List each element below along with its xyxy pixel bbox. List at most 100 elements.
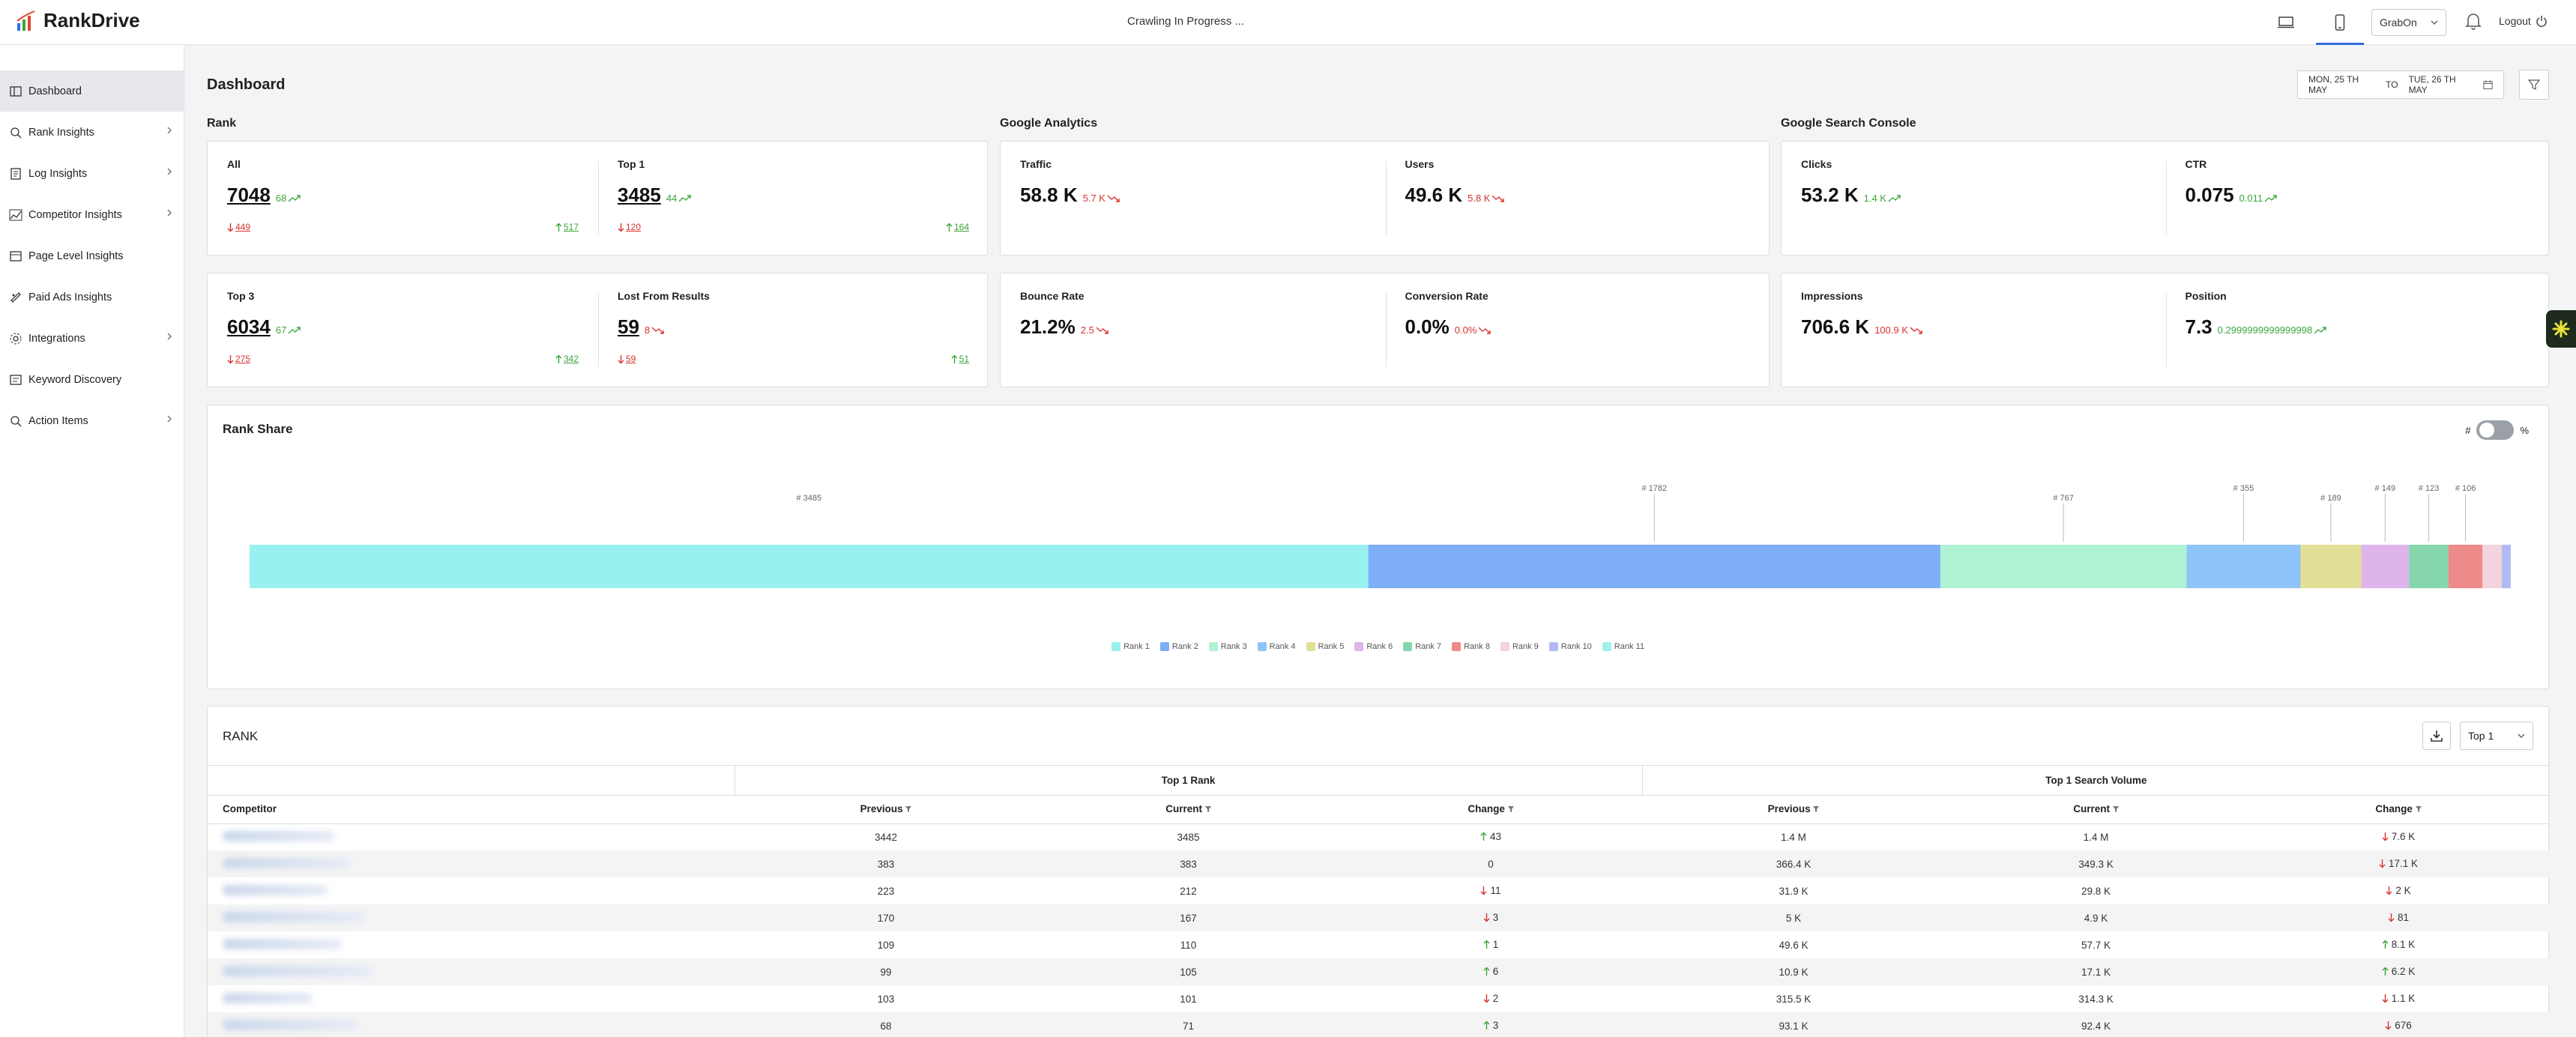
metric-up-count[interactable]: 342 bbox=[555, 354, 579, 364]
sidebar-item-action-items[interactable]: Action Items bbox=[0, 400, 184, 441]
table-row[interactable]: 109 110 1 49.6 K 57.7 K 8.1 K bbox=[208, 931, 2550, 958]
filter-button[interactable] bbox=[2519, 70, 2549, 100]
legend-item-rank-9[interactable]: Rank 9 bbox=[1500, 642, 1539, 651]
blurred-competitor-name bbox=[223, 911, 365, 922]
sidebar-item-keyword-discovery[interactable]: Keyword Discovery bbox=[0, 359, 184, 400]
previous-volume-cell: 366.4 K bbox=[1642, 850, 1945, 877]
date-range-picker[interactable]: MON, 25 TH MAY TO TUE, 26 TH MAY bbox=[2297, 70, 2504, 99]
legend-item-rank-6[interactable]: Rank 6 bbox=[1354, 642, 1393, 651]
account-select[interactable]: GrabOn bbox=[2371, 9, 2446, 36]
metric-ctr: CTR 0.075 0.011 bbox=[2166, 142, 2551, 255]
card-divider bbox=[2165, 293, 2167, 367]
rank-share-bar-5[interactable] bbox=[2300, 545, 2362, 588]
previous-volume-cell: 93.1 K bbox=[1642, 1012, 1945, 1037]
sidebar-item-dashboard[interactable]: Dashboard bbox=[0, 70, 184, 112]
rank-share-bar-6[interactable] bbox=[2361, 545, 2410, 588]
logo[interactable]: RankDrive bbox=[15, 9, 140, 32]
legend-item-rank-4[interactable]: Rank 4 bbox=[1257, 642, 1296, 651]
table-row[interactable]: 170 167 3 5 K 4.9 K 81 bbox=[208, 904, 2550, 931]
action-items-icon bbox=[10, 415, 22, 426]
rank-filter-select[interactable]: Top 1 bbox=[2460, 722, 2533, 750]
metric-value[interactable]: 6034 bbox=[227, 315, 271, 338]
rank-share-bar-1[interactable] bbox=[250, 545, 1369, 588]
column-header-3[interactable]: Change bbox=[1339, 795, 1642, 824]
filter-icon[interactable] bbox=[2415, 806, 2422, 813]
table-row[interactable]: 3442 3485 43 1.4 M 1.4 M 7.6 K bbox=[208, 823, 2550, 850]
rank-share-bar-4[interactable] bbox=[2186, 545, 2301, 588]
metric-up-count[interactable]: 164 bbox=[946, 222, 969, 232]
column-header-0[interactable]: Competitor bbox=[208, 795, 735, 824]
rank-share-bar-2[interactable] bbox=[1368, 545, 1940, 588]
filter-icon[interactable] bbox=[1507, 806, 1514, 813]
filter-icon[interactable] bbox=[2112, 806, 2119, 813]
count-percent-toggle[interactable]: # % bbox=[2465, 420, 2529, 440]
top-bar: RankDrive Crawling In Progress ... GrabO… bbox=[0, 0, 2576, 45]
arrow-up-icon bbox=[946, 223, 953, 232]
sidebar-item-competitor-insights[interactable]: Competitor Insights bbox=[0, 194, 184, 235]
filter-icon[interactable] bbox=[1204, 806, 1211, 813]
asterisk-icon bbox=[2552, 320, 2570, 338]
date-to-label: TO bbox=[2386, 79, 2398, 90]
sidebar-item-rank-insights[interactable]: Rank Insights bbox=[0, 112, 184, 153]
toggle-switch[interactable] bbox=[2476, 420, 2515, 440]
legend-item-rank-7[interactable]: Rank 7 bbox=[1403, 642, 1441, 651]
legend-label: Rank 2 bbox=[1171, 642, 1198, 651]
desktop-view-button[interactable] bbox=[2259, 0, 2313, 45]
metric-lost: Lost From Results 59 8 59 51 bbox=[598, 273, 989, 387]
legend-item-rank-2[interactable]: Rank 2 bbox=[1159, 642, 1198, 651]
filter-icon[interactable] bbox=[905, 806, 912, 813]
table-row[interactable]: 223 212 11 31.9 K 29.8 K 2 K bbox=[208, 877, 2550, 904]
table-row[interactable]: 383 383 0 366.4 K 349.3 K 17.1 K bbox=[208, 850, 2550, 877]
metric-down-count[interactable]: 59 bbox=[618, 354, 636, 364]
metric-bounce: Bounce Rate 21.2% 2.5 bbox=[1001, 273, 1386, 387]
sidebar-item-page-level-insights[interactable]: Page Level Insights bbox=[0, 235, 184, 276]
metric-up-count[interactable]: 51 bbox=[951, 354, 969, 364]
column-header-4[interactable]: Previous bbox=[1642, 795, 1945, 824]
rank-share-bar-10[interactable] bbox=[2502, 545, 2511, 588]
logout-button[interactable]: Logout bbox=[2499, 15, 2548, 27]
metric-value[interactable]: 7048 bbox=[227, 184, 271, 206]
mobile-view-button[interactable] bbox=[2313, 0, 2367, 45]
notifications-button[interactable] bbox=[2465, 12, 2482, 34]
rank-share-title: Rank Share bbox=[223, 422, 293, 436]
metric-up-count[interactable]: 517 bbox=[555, 222, 579, 232]
metric-value[interactable]: 59 bbox=[618, 315, 639, 338]
chevron-right-icon bbox=[167, 209, 172, 217]
table-row[interactable]: 99 105 6 10.9 K 17.1 K 6.2 K bbox=[208, 958, 2550, 985]
ga-cards-traffic-users: Traffic 58.8 K 5.7 K Users 49.6 K 5.8 K bbox=[1000, 141, 1770, 256]
legend-item-rank-1[interactable]: Rank 1 bbox=[1111, 642, 1150, 651]
metric-down-count[interactable]: 120 bbox=[618, 222, 641, 232]
sidebar-item-integrations[interactable]: Integrations bbox=[0, 318, 184, 359]
trend-up-icon bbox=[288, 326, 301, 333]
metric-value[interactable]: 3485 bbox=[618, 184, 661, 206]
metric-down-count[interactable]: 275 bbox=[227, 354, 250, 364]
legend-item-rank-3[interactable]: Rank 3 bbox=[1208, 642, 1247, 651]
table-row[interactable]: 103 101 2 315.5 K 314.3 K 1.1 K bbox=[208, 985, 2550, 1012]
sidebar: Dashboard Rank Insights Log Insights Compet… bbox=[0, 45, 184, 1037]
column-header-5[interactable]: Current bbox=[1945, 795, 2247, 824]
trend-down-icon bbox=[1491, 195, 1505, 202]
legend-item-rank-8[interactable]: Rank 8 bbox=[1452, 642, 1490, 651]
column-header-1[interactable]: Previous bbox=[735, 795, 1037, 824]
sidebar-item-paid-ads-insights[interactable]: Paid Ads Insights bbox=[0, 276, 184, 318]
filter-icon[interactable] bbox=[1813, 806, 1820, 813]
metric-change: 5.7 K bbox=[1083, 193, 1120, 204]
rank-share-bar-7[interactable] bbox=[2409, 545, 2449, 588]
trend-up-icon bbox=[2264, 194, 2277, 202]
sidebar-item-log-insights[interactable]: Log Insights bbox=[0, 153, 184, 194]
column-header-6[interactable]: Change bbox=[2247, 795, 2550, 824]
legend-item-rank-10[interactable]: Rank 10 bbox=[1548, 642, 1592, 651]
change-rank-cell: 6 bbox=[1339, 958, 1642, 985]
metric-down-count[interactable]: 449 bbox=[227, 222, 250, 232]
legend-item-rank-11[interactable]: Rank 11 bbox=[1602, 642, 1644, 651]
rank-share-bar-8[interactable] bbox=[2448, 545, 2483, 588]
rank-share-bar-3[interactable] bbox=[1940, 545, 2187, 588]
download-button[interactable] bbox=[2422, 722, 2451, 750]
rank-share-bar-9[interactable] bbox=[2482, 545, 2503, 588]
floating-widget-button[interactable] bbox=[2546, 310, 2576, 348]
competitor-cell bbox=[208, 850, 735, 877]
legend-item-rank-5[interactable]: Rank 5 bbox=[1306, 642, 1344, 651]
column-header-2[interactable]: Current bbox=[1037, 795, 1339, 824]
table-row[interactable]: 68 71 3 93.1 K 92.4 K 676 bbox=[208, 1012, 2550, 1037]
rank-cards-all-top1: All 7048 68 449 517 Top 1 3485 44 120 164 bbox=[207, 141, 988, 256]
